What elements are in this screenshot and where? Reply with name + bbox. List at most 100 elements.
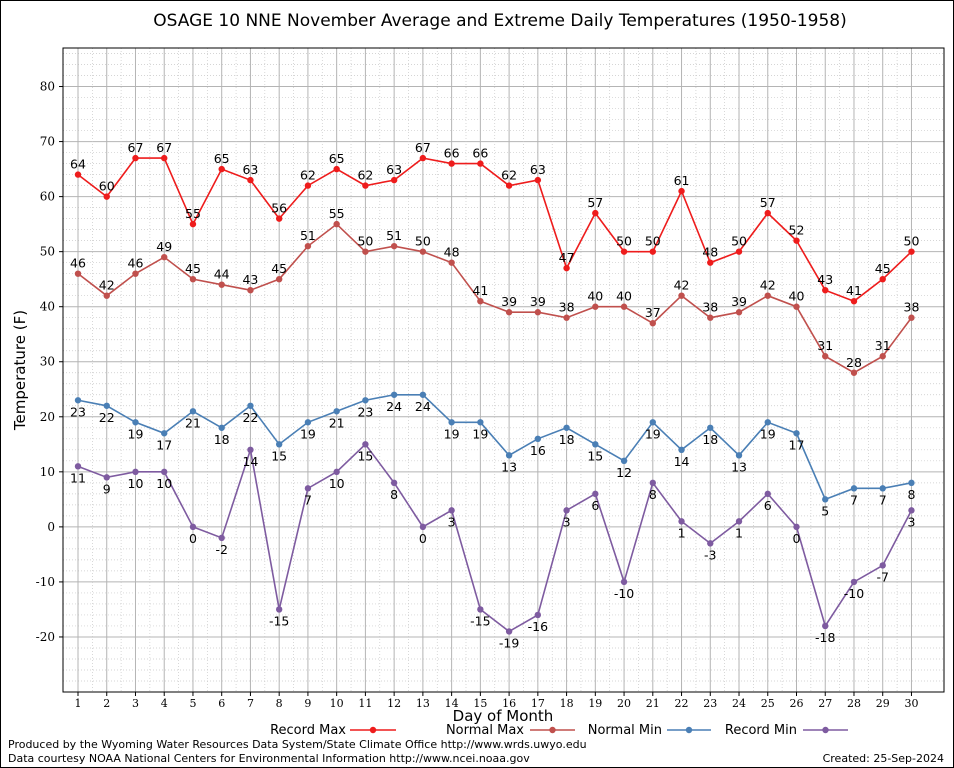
record-min-data-label: -10	[614, 586, 634, 601]
normal-max-point	[707, 314, 714, 321]
record-min-point	[304, 485, 312, 492]
normal-min-point	[879, 485, 886, 492]
normal-min-point	[735, 452, 743, 459]
normal-max-point	[390, 242, 398, 250]
record-min-data-label: 15	[357, 448, 373, 463]
normal-min-point	[592, 441, 599, 448]
record-max-data-label: 66	[472, 146, 488, 161]
normal-min-point	[333, 408, 340, 415]
normal-max-data-label: 39	[501, 294, 517, 309]
normal-max-data-label: 42	[99, 278, 115, 293]
x-tick-label: 15	[473, 697, 487, 710]
normal-min-point	[161, 430, 168, 437]
record-min-data-label: 8	[649, 487, 657, 502]
normal-min-data-label: 15	[587, 448, 603, 463]
x-axis-title: Day of Month	[453, 707, 554, 725]
legend: Record Max Normal Max Normal Min Record Min	[270, 723, 848, 738]
legend-label: Record Max	[270, 723, 346, 738]
y-tick-label: 10	[40, 465, 55, 479]
record-max-point	[563, 264, 570, 272]
normal-min-point	[448, 419, 455, 426]
record-min-point	[103, 474, 110, 481]
normal-max-point	[247, 286, 254, 294]
normal-min-point	[822, 496, 829, 503]
record-min-data-label: -16	[528, 619, 548, 634]
normal-max-point	[419, 248, 427, 255]
record-max-data-label: 55	[185, 206, 201, 221]
record-max-data-label: 67	[156, 140, 172, 155]
record-min-point	[649, 479, 656, 487]
normal-max-data-label: 39	[731, 294, 747, 309]
normal-min-data-label: 19	[760, 426, 776, 441]
record-max-point	[448, 160, 455, 167]
y-tick-label: 60	[40, 190, 55, 204]
record-min-point	[850, 578, 858, 586]
normal-max-data-label: 40	[789, 289, 805, 304]
record-max-point	[74, 171, 82, 178]
record-min-point	[477, 606, 484, 613]
normal-max-point	[132, 270, 139, 277]
normal-max-point	[218, 281, 225, 288]
x-tick-label: 30	[904, 697, 918, 710]
normal-max-point	[304, 242, 312, 250]
normal-min-data-label: 19	[444, 426, 460, 441]
x-tick-label: 16	[502, 697, 516, 710]
record-min-point	[505, 628, 513, 635]
normal-max-point	[505, 309, 513, 316]
y-tick-label: 50	[40, 245, 55, 259]
record-max-data-label: 63	[386, 162, 402, 177]
record-min-data-label: 3	[563, 514, 571, 529]
record-min-data-label: -3	[704, 547, 716, 562]
record-min-data-label: 6	[764, 498, 772, 513]
y-tick-label: 20	[40, 410, 55, 424]
y-axis-title: Temperature (F)	[11, 310, 29, 431]
normal-min-data-label: 18	[214, 432, 230, 447]
normal-max-data-label: 40	[616, 289, 632, 304]
record-min-point	[333, 468, 340, 476]
normal-max-data-label: 49	[156, 239, 172, 254]
x-tick-label: 3	[132, 697, 139, 710]
normal-max-data-label: 55	[329, 206, 345, 221]
legend-item-record-max: Record Max	[270, 723, 396, 738]
normal-min-point	[707, 424, 714, 431]
normal-min-point	[275, 441, 283, 448]
record-min-point	[678, 518, 685, 525]
normal-max-point	[822, 353, 829, 360]
record-min-point	[247, 446, 254, 454]
normal-max-data-label: 51	[300, 228, 316, 243]
record-min-data-label: -19	[499, 635, 519, 650]
normal-max-data-label: 50	[357, 234, 373, 249]
normal-min-point	[103, 402, 110, 409]
normal-max-data-label: 42	[760, 278, 776, 293]
record-min-point	[620, 578, 628, 586]
normal-min-data-label: 24	[415, 399, 431, 414]
normal-max-point	[477, 297, 484, 305]
record-max-data-label: 67	[128, 140, 144, 155]
normal-min-data-label: 12	[616, 465, 632, 480]
record-min-data-label: 10	[329, 476, 345, 491]
x-tick-label: 12	[387, 697, 401, 710]
legend-item-normal-min: Normal Min	[588, 723, 711, 738]
normal-min-point	[908, 479, 915, 487]
normal-min-point	[189, 408, 197, 415]
y-tick-label: -20	[36, 630, 55, 644]
record-min-data-label: -7	[876, 569, 888, 584]
normal-max-data-label: 40	[587, 289, 603, 304]
record-max-data-label: 57	[760, 195, 776, 210]
normal-min-data-label: 7	[879, 492, 887, 507]
normal-min-data-label: 22	[242, 410, 258, 425]
record-min-point	[908, 507, 915, 514]
normal-min-point	[419, 391, 427, 398]
normal-min-point	[678, 446, 685, 454]
record-max-point	[793, 237, 800, 244]
normal-min-point	[620, 457, 628, 465]
normal-max-point	[592, 303, 599, 310]
x-tick-label: 18	[560, 697, 574, 710]
normal-max-point	[362, 248, 369, 255]
record-max-point	[505, 182, 513, 189]
normal-max-data-label: 50	[415, 234, 431, 249]
record-max-data-label: 65	[214, 151, 230, 166]
